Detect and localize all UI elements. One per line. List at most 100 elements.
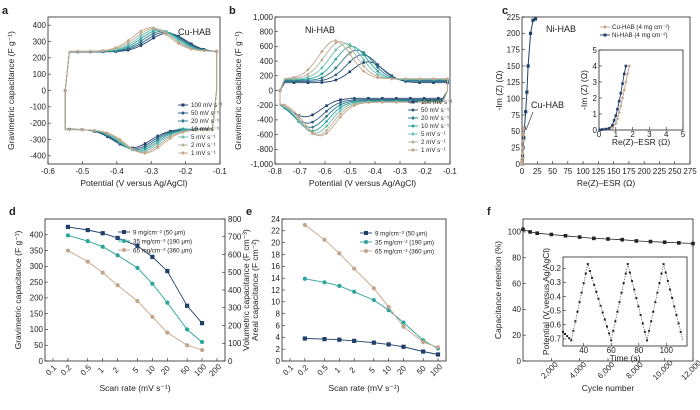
- panel-e-y-tick-label: 16: [271, 262, 280, 271]
- panel-b-legend-label: 50 mV s⁻¹: [421, 107, 449, 114]
- panel-c-x-tick-label: 200: [638, 167, 652, 176]
- panel-c-inset-xlabel: Re(Z)–ESR (Ω): [612, 137, 670, 147]
- panel-f-inset-x-tick-label: 80: [634, 346, 643, 355]
- panel-f-inset-y-tick-label: -0.4: [547, 292, 561, 301]
- panel-f-inset-point: [610, 339, 613, 342]
- panel-a-cv-point: [156, 137, 160, 142]
- panel-b-legend-marker: [411, 100, 415, 104]
- panel-e-legend-marker: [364, 240, 368, 244]
- panel-b-legend-marker: [411, 132, 415, 136]
- panel-f-letter: f: [487, 206, 491, 218]
- panel-c: 0 25 50 75 100 125 150 175 200 225 250 275025507510…: [494, 5, 697, 188]
- panel-a-cv-point: [67, 128, 72, 132]
- panel-b-cv-point: [320, 66, 324, 70]
- panel-a-cv-point: [156, 136, 159, 140]
- panel-b-cv-point: [376, 69, 380, 73]
- panel-a-legend-marker: [181, 119, 185, 123]
- panel-b-cv-point: [394, 100, 399, 104]
- panel-e-legend-marker: [364, 249, 368, 253]
- panel-e-point: [371, 340, 376, 345]
- panel-a-y-tick-label: -400: [30, 152, 47, 161]
- panel-b-cv-point: [334, 48, 338, 52]
- panel-f-inset-point: [584, 272, 587, 275]
- panel-f-inset-xlabel: Time (s): [610, 353, 641, 363]
- panel-c-y-tick-label: 175: [507, 45, 521, 54]
- panel-f-retention-point: [634, 239, 639, 243]
- panel-e-x-tick-label: 10: [381, 364, 394, 377]
- panel-a-legend-label: 100 mV s⁻¹: [191, 102, 222, 109]
- panel-d-y-tick-label: 250: [30, 278, 44, 287]
- panel-e-x-tick-label: 100: [428, 362, 444, 378]
- panel-d-point: [135, 265, 140, 271]
- panel-d-point: [184, 303, 190, 308]
- panel-d-point: [165, 268, 170, 274]
- panel-d-yr-tick-label: 400: [228, 286, 242, 295]
- panel-f-inset-point: [675, 313, 678, 316]
- panel-d-y-tick-label: 150: [30, 309, 44, 318]
- panel-b-cv-point: [325, 109, 328, 113]
- panel-b-legend-label: 10 mV s⁻¹: [421, 123, 449, 130]
- panel-a-cv-point: [88, 49, 93, 53]
- panel-d-legend-marker: [122, 230, 126, 234]
- panel-f-xlabel: Cycle number: [582, 383, 635, 393]
- panel-e-point: [401, 320, 406, 325]
- panel-b-cv-point: [325, 104, 328, 108]
- panel-c-inset-x-tick-label: 3: [647, 130, 652, 139]
- panel-a-cv-point: [139, 44, 143, 47]
- panel-d-yr-tick-label: 200: [228, 321, 242, 330]
- panel-b-cv-point: [338, 115, 343, 119]
- panel-a-cv-point: [139, 42, 143, 45]
- panel-d-point: [65, 233, 71, 238]
- panel-b-cv-point: [362, 69, 366, 73]
- panel-c-y-tick-label: 75: [511, 111, 520, 120]
- panel-f-retention-point: [648, 239, 653, 244]
- panel-f: 2,000 4,000 6,000 8,000 10,000 12,00002040608…: [487, 206, 700, 393]
- panel-c-inset-y-tick-label: 1: [593, 110, 598, 119]
- panel-b-cv-point: [320, 72, 324, 76]
- panel-d-point: [199, 339, 205, 345]
- panel-b-cv-point: [324, 114, 329, 118]
- panel-e-letter: e: [246, 206, 252, 218]
- panel-b-cv-point: [334, 66, 338, 70]
- panel-f-inset-point: [601, 311, 604, 314]
- panel-e-point: [371, 286, 376, 291]
- panel-b: -0.8 -0.7 -0.6 -0.5 -0.4 -0.3 -0.2 -0.1 -1,000 -8…: [229, 5, 457, 188]
- panel-b-cv-point: [436, 100, 440, 104]
- panel-a-cv-point: [126, 43, 130, 47]
- panel-a-cv-point: [101, 48, 105, 53]
- panel-b-cv-point: [306, 77, 310, 81]
- panel-b-cv-point: [324, 124, 329, 128]
- panel-d-x-tick-label: 20: [159, 364, 172, 377]
- panel-b-cv-point: [306, 73, 310, 76]
- panel-c-legend-label: Ni-HAB (4 mg cm⁻²): [612, 32, 668, 39]
- panel-b-x-tick-label: -0.7: [293, 167, 307, 176]
- panel-c-x-tick-label: 125: [592, 167, 606, 176]
- panel-b-cv-point: [320, 49, 324, 54]
- panel-f-inset-point: [614, 320, 617, 323]
- panel-a-cv-point: [156, 140, 159, 143]
- panel-a-cv-point: [126, 38, 130, 43]
- panel-d-point: [165, 300, 170, 305]
- panel-d-legend-marker: [122, 248, 126, 252]
- panel-e-legend-label: 65 mg/cm⁻² (360 μm): [375, 248, 434, 255]
- panel-d-y-tick-label: 200: [30, 294, 44, 303]
- panel-a-x-tick-label: -0.2: [179, 167, 193, 176]
- panel-b-cv-point: [417, 77, 422, 81]
- panel-d-point: [135, 243, 140, 248]
- panel-a-legend-label: 1 mV s⁻¹: [191, 150, 216, 157]
- panel-a-cv-point: [139, 39, 143, 43]
- panel-b-x-tick-label: -0.4: [368, 167, 382, 176]
- panel-b-cv-point: [334, 73, 338, 77]
- panel-e-y-tick-label: 18: [271, 250, 280, 259]
- panel-c-y-tick-label: 150: [507, 62, 521, 71]
- panel-f-inset-point: [650, 320, 653, 323]
- panel-d-point: [165, 330, 170, 335]
- panel-e-point: [352, 266, 357, 271]
- panel-d-ylabel: Gravimetric capacitance (F g⁻¹): [13, 230, 23, 349]
- panel-f-inset-point: [578, 301, 581, 304]
- panel-a-cv-point: [143, 151, 147, 156]
- panel-f-inset-point: [588, 269, 591, 272]
- panel-b-cv-point: [278, 88, 282, 93]
- panel-c-point: [531, 18, 535, 22]
- panel-d-point: [115, 253, 120, 258]
